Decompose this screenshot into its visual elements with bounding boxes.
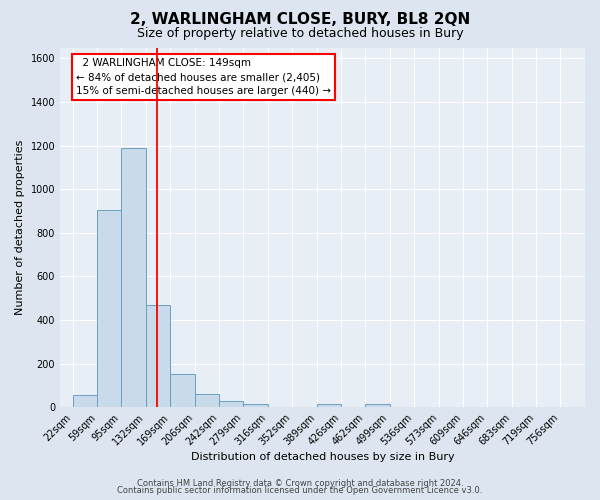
Bar [146,304,170,407]
Text: 2 WARLINGHAM CLOSE: 149sqm
← 84% of detached houses are smaller (2,405)
15% of s: 2 WARLINGHAM CLOSE: 149sqm ← 84% of deta… [76,58,331,96]
Text: 2, WARLINGHAM CLOSE, BURY, BL8 2QN: 2, WARLINGHAM CLOSE, BURY, BL8 2QN [130,12,470,28]
Text: Size of property relative to detached houses in Bury: Size of property relative to detached ho… [137,28,463,40]
Bar [244,404,268,407]
Text: Contains HM Land Registry data © Crown copyright and database right 2024.: Contains HM Land Registry data © Crown c… [137,478,463,488]
X-axis label: Distribution of detached houses by size in Bury: Distribution of detached houses by size … [191,452,454,462]
Bar [97,210,121,407]
Y-axis label: Number of detached properties: Number of detached properties [15,140,25,315]
Bar [170,374,195,407]
Text: Contains public sector information licensed under the Open Government Licence v3: Contains public sector information licen… [118,486,482,495]
Bar [219,402,244,407]
Bar [121,148,146,407]
Bar [365,404,389,407]
Bar [195,394,219,407]
Bar [73,395,97,407]
Bar [317,404,341,407]
